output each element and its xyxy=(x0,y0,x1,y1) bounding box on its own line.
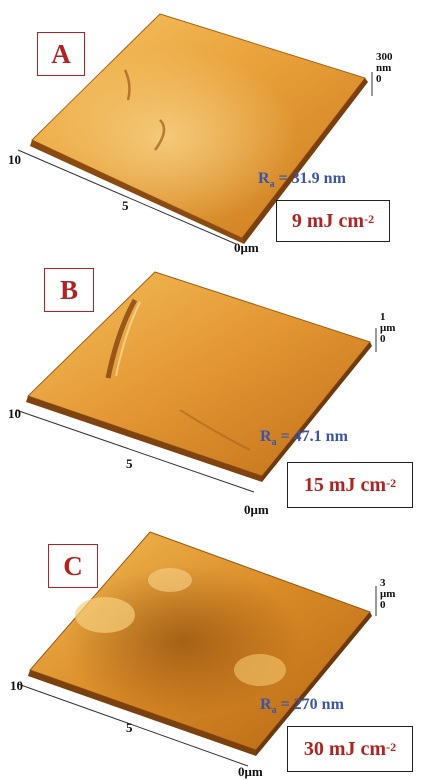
x-tick-0: 0μm xyxy=(238,764,263,779)
fluence-box: 15 mJ cm -2 xyxy=(287,462,413,508)
z-scale: 300 nm 0 xyxy=(376,52,393,85)
z-scale-max: 300 xyxy=(376,51,393,63)
roughness-value: Ra = 31.9 nm xyxy=(258,170,346,191)
z-scale-max: 1 xyxy=(380,311,386,323)
afm-panel-c: C 3 μm 0 10 5 0μm Ra = 270 nm 30 mJ cm -2 xyxy=(0,520,427,780)
afm-surface-c xyxy=(17,531,377,767)
x-tick-5: 5 xyxy=(122,198,129,213)
z-scale-unit: μm xyxy=(380,322,396,334)
z-scale: 1 μm 0 xyxy=(380,312,395,345)
z-scale-max: 3 xyxy=(380,577,386,589)
afm-surface-b xyxy=(15,271,377,493)
afm-surface-a xyxy=(17,13,373,245)
fluence-box: 30 mJ cm -2 xyxy=(287,726,413,772)
z-scale-zero: 0 xyxy=(380,333,386,345)
x-tick-0: 0μm xyxy=(234,240,259,255)
x-tick-10: 10 xyxy=(8,152,21,167)
afm-panel-b: B 1 μm 0 10 5 0μm Ra = 47.1 nm 15 mJ cm -… xyxy=(0,260,427,520)
z-scale-zero: 0 xyxy=(376,73,382,85)
roughness-value: Ra = 47.1 nm xyxy=(260,428,348,449)
x-tick-5: 5 xyxy=(126,720,133,735)
afm-panel-a: A 300 nm 0 10 5 0μm Ra = 31.9 nm 9 mJ cm… xyxy=(0,0,427,260)
x-tick-0: 0μm xyxy=(244,502,269,517)
panel-label: B xyxy=(44,268,94,312)
panel-label: C xyxy=(48,544,98,588)
roughness-value: Ra = 270 nm xyxy=(260,696,344,717)
x-tick-10: 10 xyxy=(8,406,21,421)
x-tick-5: 5 xyxy=(126,456,133,471)
z-scale-unit: μm xyxy=(380,588,396,600)
z-scale: 3 μm 0 xyxy=(380,578,395,611)
fluence-box: 9 mJ cm -2 xyxy=(276,200,390,242)
panel-label: A xyxy=(37,32,85,76)
x-tick-10: 10 xyxy=(10,678,23,693)
z-scale-zero: 0 xyxy=(380,599,386,611)
z-scale-unit: nm xyxy=(376,62,392,74)
